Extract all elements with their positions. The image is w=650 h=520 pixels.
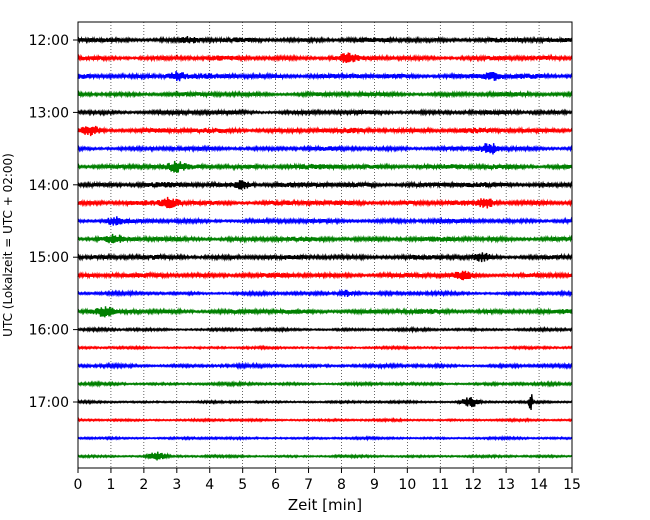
x-tick-label: 13 xyxy=(497,477,515,493)
trace-1615 xyxy=(77,344,573,351)
trace-1515 xyxy=(77,270,573,281)
trace-1300 xyxy=(77,108,573,117)
plot-frame xyxy=(77,21,573,469)
x-tick-label: 0 xyxy=(74,477,83,493)
trace-1730 xyxy=(77,435,573,442)
trace-1700 xyxy=(77,394,573,411)
trace-1315 xyxy=(77,125,573,137)
trace-1545 xyxy=(77,306,573,318)
x-tick-label: 4 xyxy=(205,477,214,493)
x-tick-label: 15 xyxy=(563,477,581,493)
trace-1645 xyxy=(77,380,573,388)
vertical-grid xyxy=(110,22,540,468)
trace-1745 xyxy=(77,451,573,461)
y-tick-label: 15:00 xyxy=(29,250,69,266)
x-tick-label: 12 xyxy=(464,477,482,493)
x-tick-label: 3 xyxy=(172,477,181,493)
trace-1500 xyxy=(77,252,573,263)
trace-1630 xyxy=(77,361,573,370)
y-axis-label: UTC (Lokalzeit = UTC + 02:00) xyxy=(1,153,15,337)
x-tick-label: 8 xyxy=(337,477,346,493)
y-tick-label: 13:00 xyxy=(29,105,69,121)
x-tick-label: 10 xyxy=(398,477,416,493)
y-tick-label: 12:00 xyxy=(29,33,69,49)
x-axis-label: Zeit [min] xyxy=(288,496,362,514)
trace-1200 xyxy=(77,35,573,45)
trace-1415 xyxy=(77,196,573,209)
x-axis-ticks: 0 1 2 3 4 5 6 7 8 9 10 11 12 13 14 15 xyxy=(74,468,581,493)
x-tick-label: 1 xyxy=(106,477,115,493)
x-tick-label: 2 xyxy=(139,477,148,493)
trace-1400 xyxy=(77,180,573,190)
y-tick-label: 14:00 xyxy=(29,178,69,194)
x-tick-label: 7 xyxy=(304,477,313,493)
trace-1215 xyxy=(77,52,573,64)
trace-1530 xyxy=(77,288,573,298)
trace-1600 xyxy=(77,325,573,334)
trace-1345 xyxy=(77,160,573,173)
trace-1715 xyxy=(77,417,573,424)
trace-1245 xyxy=(77,89,573,99)
x-tick-label: 6 xyxy=(271,477,280,493)
seismogram-traces xyxy=(77,35,573,461)
x-tick-label: 9 xyxy=(370,477,379,493)
trace-1445 xyxy=(77,233,573,244)
trace-1430 xyxy=(77,216,573,226)
x-tick-label: 11 xyxy=(431,477,449,493)
y-axis-ticks: 12:00 13:00 14:00 15:00 16:00 17:00 xyxy=(29,33,78,411)
x-tick-label: 14 xyxy=(530,477,548,493)
y-tick-label: 17:00 xyxy=(29,395,69,411)
x-tick-label: 5 xyxy=(238,477,247,493)
y-tick-label: 16:00 xyxy=(29,323,69,339)
trace-1230 xyxy=(77,71,573,82)
trace-1330 xyxy=(77,143,573,155)
